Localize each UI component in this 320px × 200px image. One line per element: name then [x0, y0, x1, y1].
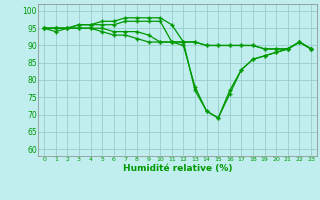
X-axis label: Humidité relative (%): Humidité relative (%)	[123, 164, 232, 173]
